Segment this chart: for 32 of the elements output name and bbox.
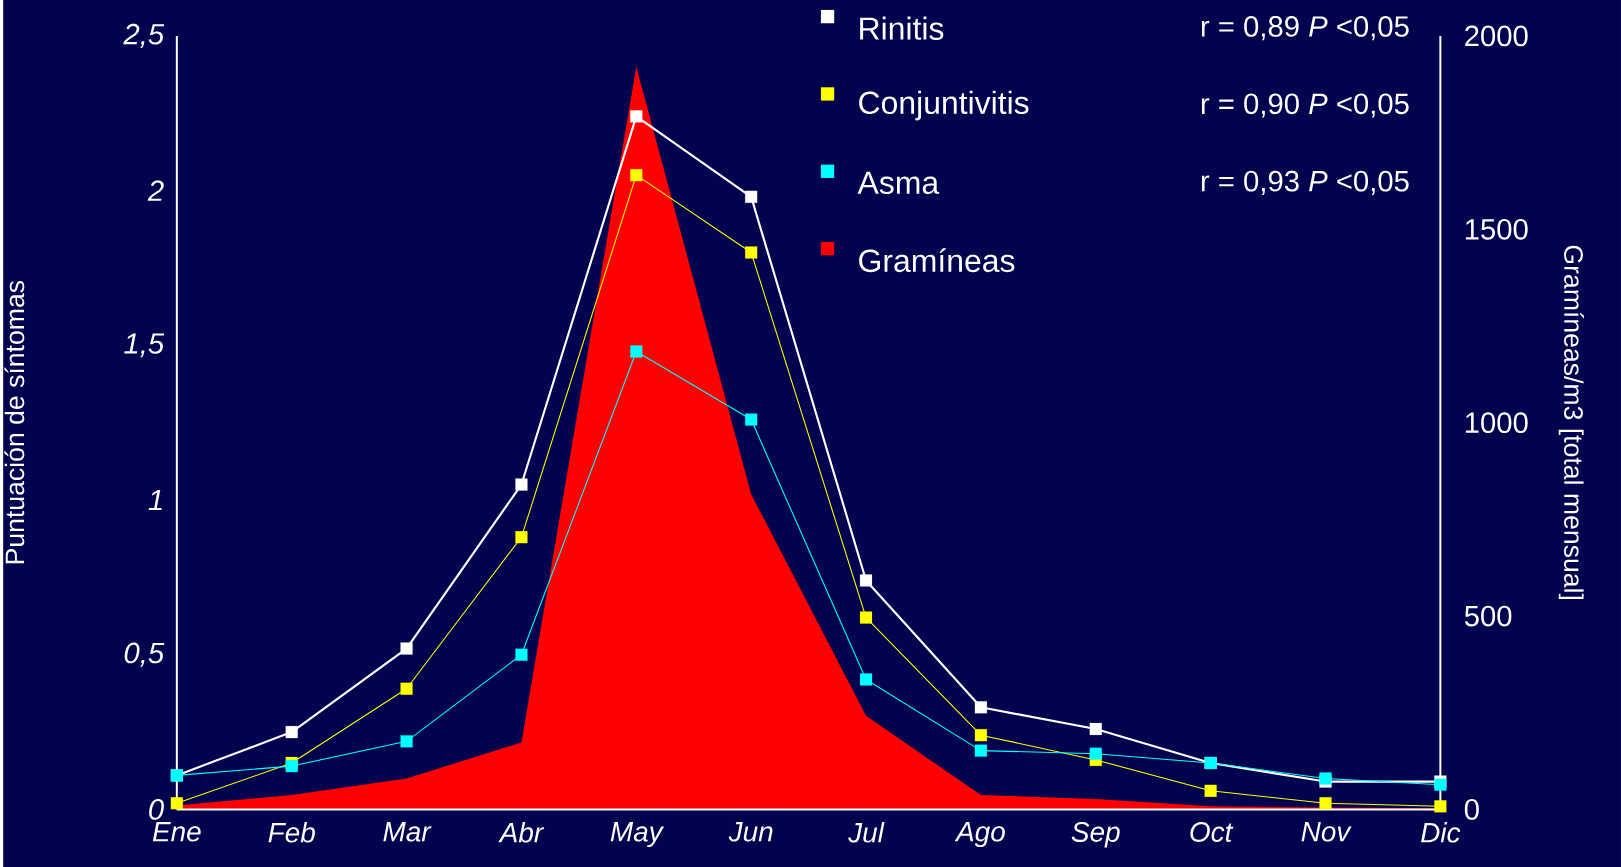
y2-tick-label: 0 (1464, 798, 1479, 820)
y2-tick-label: 500 (1464, 605, 1512, 627)
y-tick-label: 0 (149, 798, 164, 820)
legend-label: Rinitis (860, 16, 944, 40)
y-tick-label: 0,5 (124, 642, 165, 667)
legend-label: Asma (857, 171, 940, 194)
y2-axis-title: Gramíneas/m3 [total mensual] (1558, 245, 1584, 599)
x-tick-label: Ene (152, 821, 201, 842)
x-tick-label: Sep (1071, 821, 1120, 848)
y2-tick-label: 1000 (1465, 412, 1528, 433)
x-tick-label: Oct (1190, 821, 1234, 842)
y2-tick-label: 1500 (1465, 218, 1528, 240)
x-tick-label: Dic (1421, 821, 1461, 843)
x-tick-label: Mar (383, 821, 432, 842)
annotation: r = 0,89 P <0,05 (1201, 15, 1409, 41)
y-tick-label: 1,5 (124, 333, 165, 358)
y-tick-label: 2,5 (123, 23, 165, 48)
x-tick-label: Jul (848, 821, 885, 843)
annotation: r = 0,93 P <0,05 (1201, 170, 1409, 195)
legend-label: Gramíneas (859, 248, 1015, 273)
x-tick-label: Jun (728, 821, 773, 842)
annotation: r = 0,90 P <0,05 (1201, 93, 1409, 118)
y2-tick-label: 2000 (1465, 25, 1528, 47)
x-tick-label: May (610, 821, 665, 847)
x-tick-label: Feb (268, 821, 315, 843)
y-tick-label: 2 (147, 180, 164, 201)
y-tick-label: 1 (148, 489, 162, 510)
x-tick-label: Nov (1301, 821, 1352, 842)
y-axis-title: Puntuación de síntomas (4, 280, 25, 564)
legend-label: Conjuntivitis (859, 90, 1029, 121)
x-tick-label: Ago (954, 821, 1005, 847)
x-tick-label: Abr (498, 821, 545, 843)
